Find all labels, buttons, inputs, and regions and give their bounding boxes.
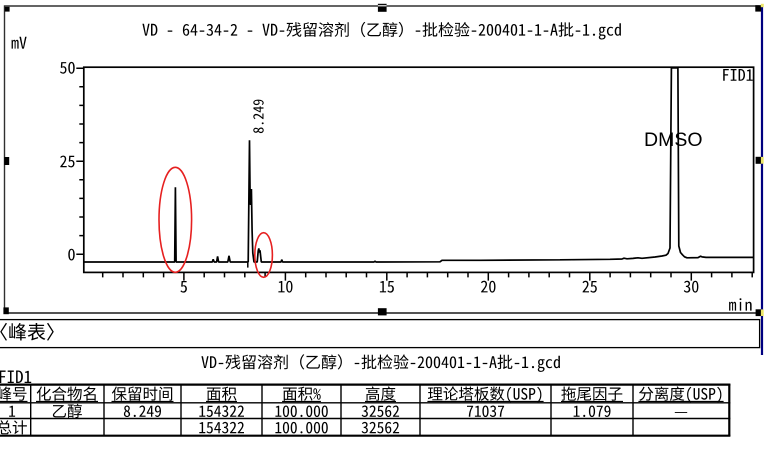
svg-text:DMSO: DMSO <box>644 129 703 151</box>
